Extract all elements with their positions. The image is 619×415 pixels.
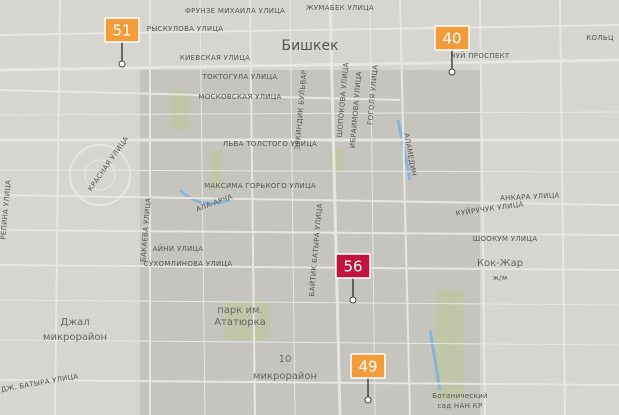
city-name: Бишкек (281, 38, 338, 54)
street-label: ФРУНЗЕ МИХАИЛА УЛИЦА (185, 7, 285, 15)
street-label: ТОКТОГУЛА УЛИЦА (202, 73, 278, 81)
street-label: сад НАН КР (438, 402, 483, 410)
street-label: АЙНИ УЛИЦА (153, 244, 204, 253)
marker-value: 40 (442, 30, 461, 48)
marker-box (350, 353, 386, 379)
aqi-marker[interactable]: 56 (335, 253, 371, 304)
marker-dot (448, 68, 456, 76)
street-label: АНКАРА УЛИЦА (500, 191, 560, 202)
street-label: Ботанический (432, 392, 488, 400)
street-label: ж/м (493, 274, 508, 282)
marker-dot (364, 396, 372, 404)
aqi-marker[interactable]: 40 (434, 25, 470, 76)
street-label: ЧУЙ ПРОСПЕКТ (451, 51, 510, 60)
street-label: Ататюрка (214, 317, 266, 328)
marker-value: 51 (112, 22, 131, 40)
street-label: микрорайон (253, 371, 317, 382)
street-label: Кок-Жар (477, 258, 523, 269)
marker-value: 49 (358, 358, 377, 376)
street-label: РЫСКУЛОВА УЛИЦА (147, 25, 224, 33)
marker-dot (118, 60, 126, 68)
marker-dot (349, 296, 357, 304)
street-label: 10 (279, 354, 292, 365)
marker-box (335, 253, 371, 279)
street-label: МОСКОВСКАЯ УЛИЦА (198, 93, 281, 101)
street-label: КОЛЬЦ (586, 34, 614, 42)
street-label: КИЕВСКАЯ УЛИЦА (180, 54, 250, 62)
aqi-marker[interactable]: 51 (104, 17, 140, 68)
street-label: парк им. (217, 305, 262, 316)
street-label: микрорайон (43, 332, 107, 343)
marker-box (434, 25, 470, 51)
marker-box (104, 17, 140, 43)
markers: 51 40 56 49 (104, 17, 470, 404)
street-label: МАКСИМА ГОРЬКОГО УЛИЦА (204, 182, 316, 190)
street-label: ЛЬВА ТОЛСТОГО УЛИЦА (223, 140, 317, 148)
aqi-marker[interactable]: 49 (350, 353, 386, 404)
street-label: ЖУМАБЕК УЛИЦА (306, 4, 374, 12)
map-labels: ФРУНЗЕ МИХАИЛА УЛИЦА ЖУМАБЕК УЛИЦА РЫСКУЛО… (0, 4, 614, 410)
street-label: Джал (60, 317, 89, 328)
city-center (140, 70, 480, 415)
street-label: ШООКУМ УЛИЦА (473, 235, 538, 243)
marker-value: 56 (343, 258, 362, 276)
street-label: СУХОМЛИНОВА УЛИЦА (144, 260, 233, 268)
